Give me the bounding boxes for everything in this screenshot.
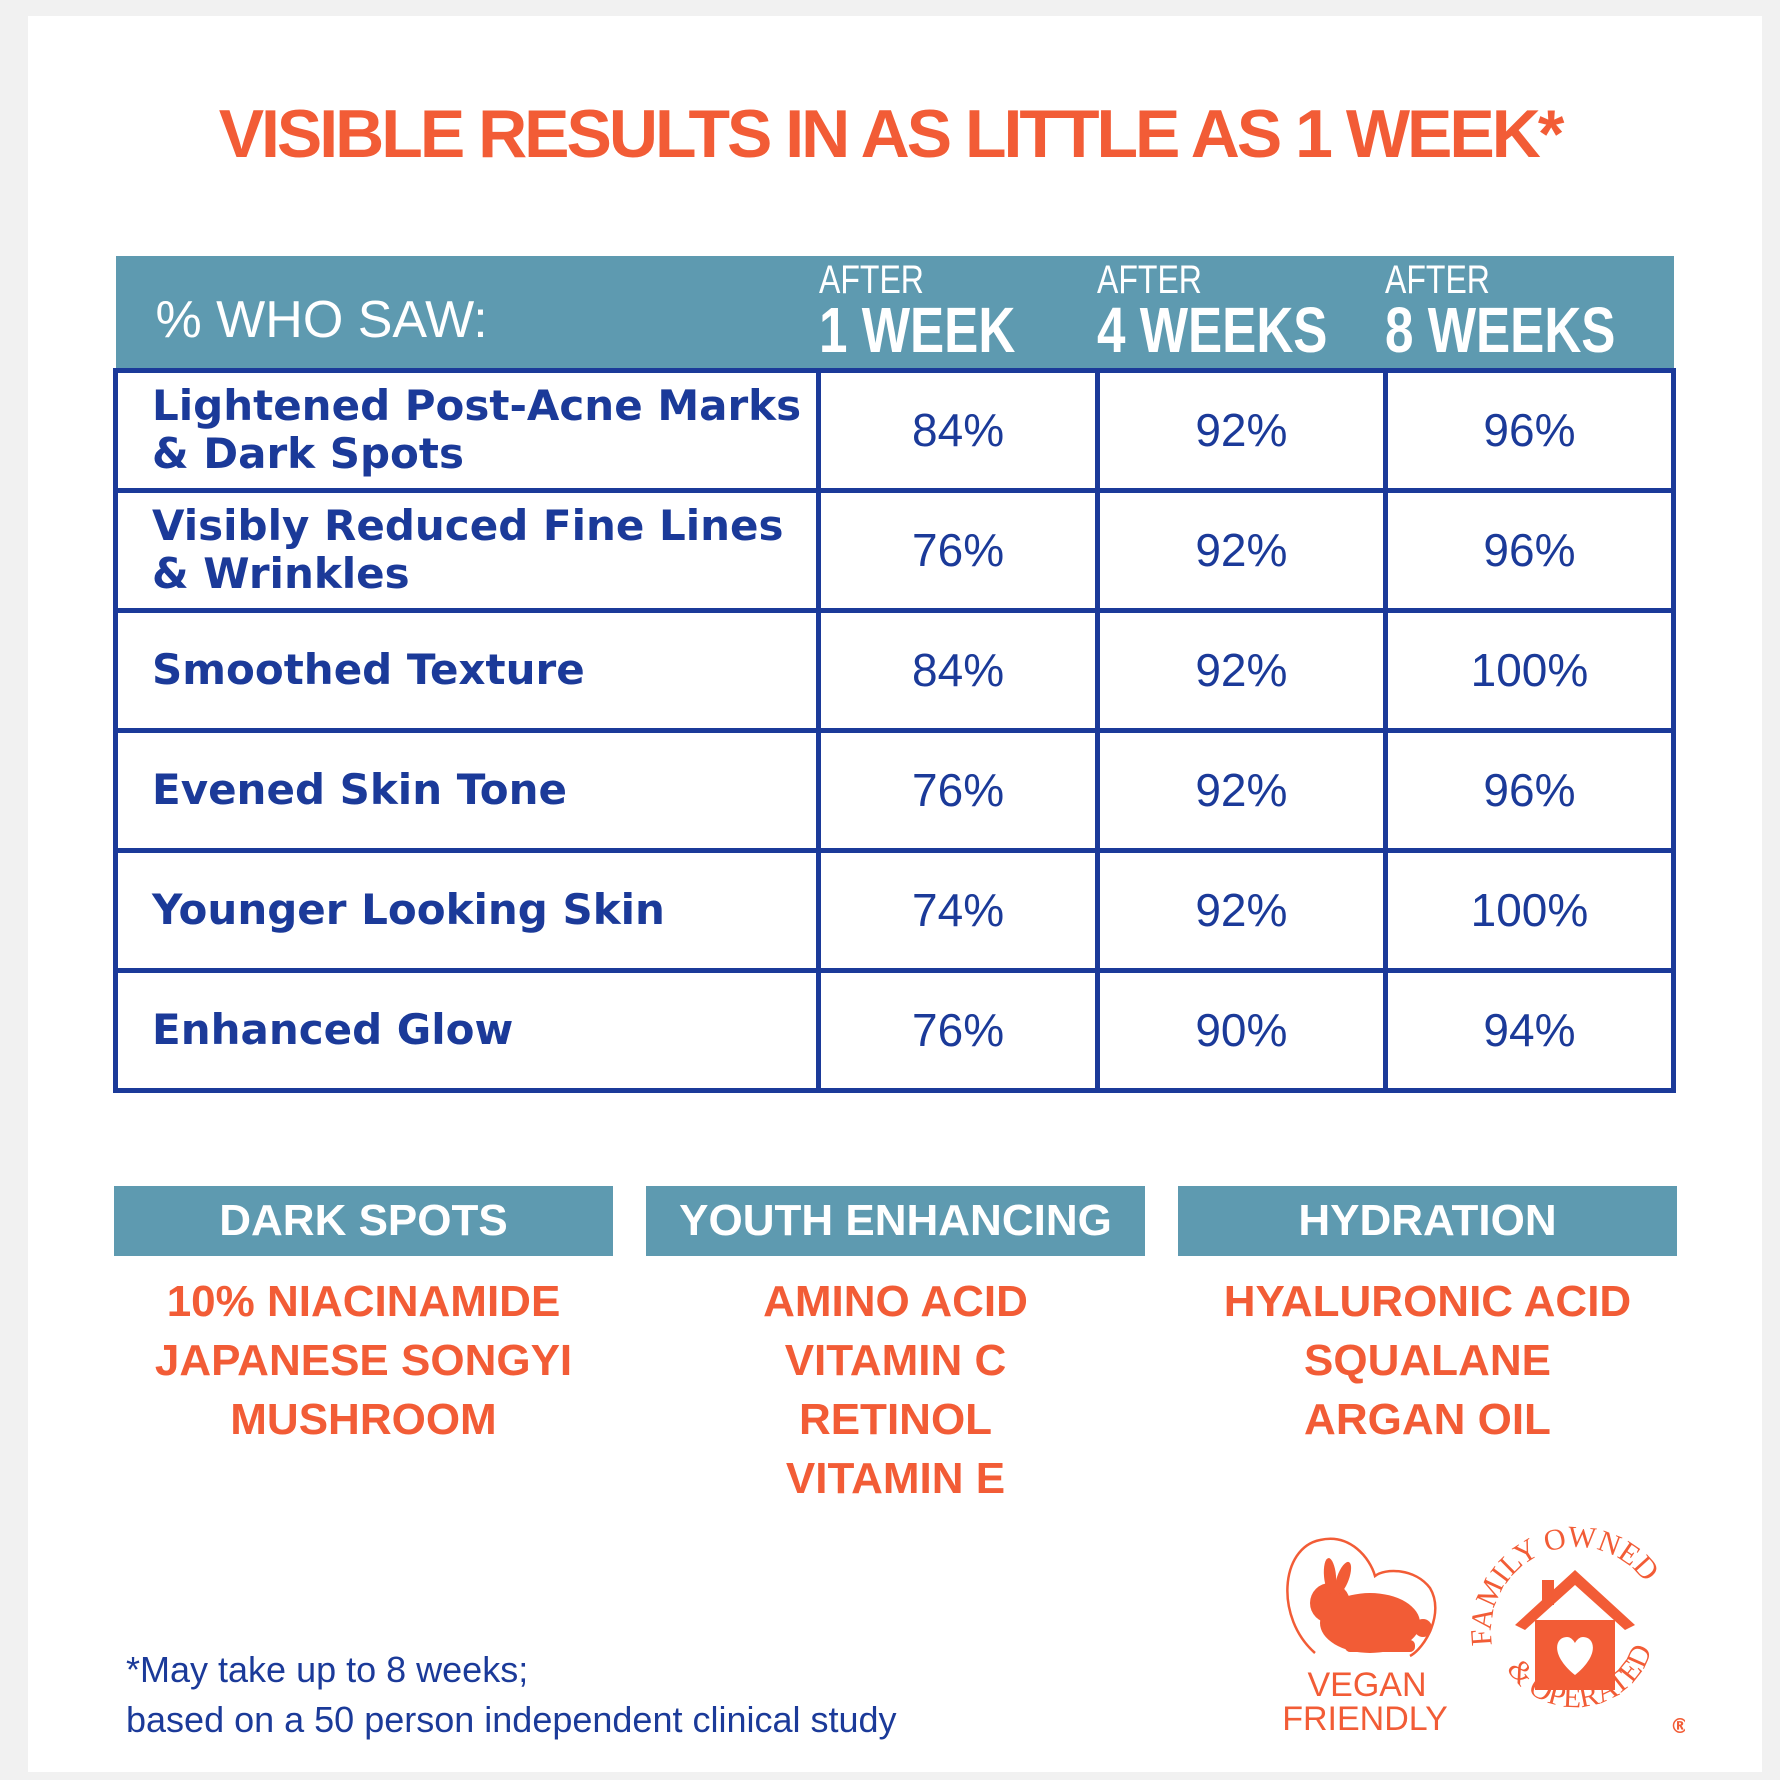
- footnote: *May take up to 8 weeks; based on a 50 p…: [126, 1645, 897, 1745]
- header-period: 1 WEEK: [818, 293, 1016, 366]
- footnote-line: based on a 50 person independent clinica…: [126, 1699, 897, 1740]
- header-4-weeks: AFTER 4 WEEKS: [1097, 256, 1386, 370]
- row-value: 92%: [1094, 487, 1388, 613]
- table-row: Evened Skin Tone 76% 92% 96%: [112, 727, 1677, 853]
- ingredient: AMINO ACID: [763, 1277, 1028, 1326]
- family-owned-badge: FAMILY OWNED & OPERATED ®: [1470, 1525, 1685, 1738]
- row-value: 96%: [1382, 727, 1677, 853]
- ingredient: ARGAN OIL: [1304, 1395, 1551, 1444]
- row-value: 76%: [816, 727, 1100, 853]
- row-value: 92%: [1094, 367, 1388, 493]
- header-1-week: AFTER 1 WEEK: [818, 256, 1098, 370]
- rabbit-icon: [1310, 1558, 1432, 1653]
- row-value: 94%: [1382, 967, 1677, 1093]
- row-value: 92%: [1094, 727, 1388, 853]
- row-value: 76%: [816, 967, 1100, 1093]
- table-row: Younger Looking Skin 74% 92% 100%: [112, 847, 1677, 973]
- row-value: 92%: [1094, 847, 1388, 973]
- ingredient: MUSHROOM: [230, 1395, 497, 1444]
- table-row: Enhanced Glow 76% 90% 94%: [112, 967, 1677, 1093]
- table-row: Smoothed Texture 84% 92% 100%: [112, 607, 1677, 733]
- table-row: Lightened Post-Acne Marks & Dark Spots 84…: [112, 367, 1677, 493]
- ingredient: RETINOL: [798, 1395, 993, 1444]
- heart-outline-icon: [1286, 1537, 1437, 1658]
- vegan-text: VEGAN: [1307, 1666, 1426, 1704]
- ingredient: 10% NIACINAMIDE: [166, 1277, 561, 1326]
- header-after: AFTER: [1385, 257, 1491, 302]
- ingredient: VITAMIN E: [785, 1454, 1006, 1503]
- row-value: 100%: [1382, 847, 1677, 973]
- row-value: 92%: [1094, 607, 1388, 733]
- row-value: 96%: [1382, 487, 1677, 613]
- row-value: 90%: [1094, 967, 1388, 1093]
- row-value: 96%: [1382, 367, 1677, 493]
- row-value: 76%: [816, 487, 1100, 613]
- header-8-weeks: AFTER 8 WEEKS: [1385, 256, 1674, 370]
- header-period: 4 WEEKS: [1097, 293, 1328, 366]
- footnote-line: *May take up to 8 weeks;: [126, 1649, 529, 1690]
- ingredient: SQUALANE: [1304, 1336, 1551, 1385]
- friendly-text: FRIENDLY: [1282, 1700, 1448, 1738]
- row-label: Lightened Post-Acne Marks & Dark Spots: [112, 367, 822, 493]
- row-label: Younger Looking Skin: [112, 847, 822, 973]
- row-label: Enhanced Glow: [112, 967, 822, 1093]
- row-value: 84%: [816, 367, 1100, 493]
- header-after: AFTER: [1097, 257, 1203, 302]
- ingredient: VITAMIN C: [784, 1336, 1007, 1385]
- row-label: Smoothed Texture: [112, 607, 822, 733]
- category-header: DARK SPOTS: [114, 1186, 613, 1256]
- header-label: % WHO SAW:: [115, 256, 819, 370]
- row-label: Visibly Reduced Fine Lines & Wrinkles: [112, 487, 822, 613]
- vegan-friendly-badge: VEGAN FRIENDLY: [1282, 1537, 1448, 1738]
- row-value: 100%: [1382, 607, 1677, 733]
- ingredient-list: HYALURONIC ACID SQUALANE ARGAN OIL: [1178, 1272, 1677, 1449]
- table-row: Visibly Reduced Fine Lines & Wrinkles 76%…: [112, 487, 1677, 613]
- ingredient: HYALURONIC ACID: [1223, 1277, 1632, 1326]
- page-title: VISIBLE RESULTS IN AS LITTLE AS 1 WEEK*: [218, 96, 1565, 172]
- row-value: 84%: [816, 607, 1100, 733]
- header-period: 8 WEEKS: [1385, 293, 1616, 366]
- category-header: YOUTH ENHANCING: [646, 1186, 1145, 1256]
- results-table: % WHO SAW: AFTER 1 WEEK AFTER 4 WEEKS AFTE…: [112, 256, 1677, 1093]
- ingredient-list: 10% NIACINAMIDE JAPANESE SONGYI MUSHROOM: [114, 1272, 613, 1449]
- registered-mark: ®: [1670, 1714, 1685, 1738]
- row-value: 74%: [816, 847, 1100, 973]
- header-after: AFTER: [818, 257, 924, 302]
- ingredient-list: AMINO ACID VITAMIN C RETINOL VITAMIN E: [646, 1272, 1145, 1508]
- category-header: HYDRATION: [1178, 1186, 1677, 1256]
- ingredient: JAPANESE SONGYI: [154, 1336, 573, 1385]
- row-label: Evened Skin Tone: [112, 727, 822, 853]
